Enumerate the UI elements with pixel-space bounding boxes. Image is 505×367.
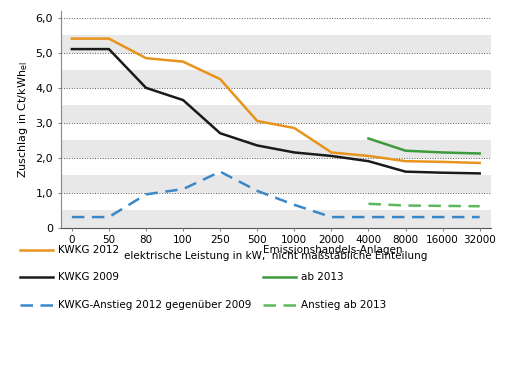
- Bar: [61, 210, 490, 228]
- Bar: [61, 193, 490, 210]
- Text: KWKG-Anstieg 2012 gegenüber 2009: KWKG-Anstieg 2012 gegenüber 2009: [58, 299, 251, 310]
- Bar: [61, 36, 490, 53]
- Bar: [61, 123, 490, 140]
- Text: KWKG 2012: KWKG 2012: [58, 244, 119, 255]
- Text: Emissionshandels-Anlagen: Emissionshandels-Anlagen: [263, 244, 402, 255]
- Bar: [61, 18, 490, 36]
- Bar: [61, 140, 490, 158]
- Bar: [61, 88, 490, 105]
- Bar: [61, 53, 490, 70]
- X-axis label: elektrische Leistung in kW,  nicht maßstäbliche Einteilung: elektrische Leistung in kW, nicht maßstä…: [124, 251, 427, 261]
- Bar: [61, 70, 490, 88]
- Bar: [61, 158, 490, 175]
- Text: Anstieg ab 2013: Anstieg ab 2013: [300, 299, 385, 310]
- Y-axis label: Zuschlag in Ct/kWh$_\mathregular{el}$: Zuschlag in Ct/kWh$_\mathregular{el}$: [16, 61, 30, 178]
- Text: ab 2013: ab 2013: [300, 272, 343, 282]
- Text: KWKG 2009: KWKG 2009: [58, 272, 119, 282]
- Bar: [61, 105, 490, 123]
- Bar: [61, 175, 490, 193]
